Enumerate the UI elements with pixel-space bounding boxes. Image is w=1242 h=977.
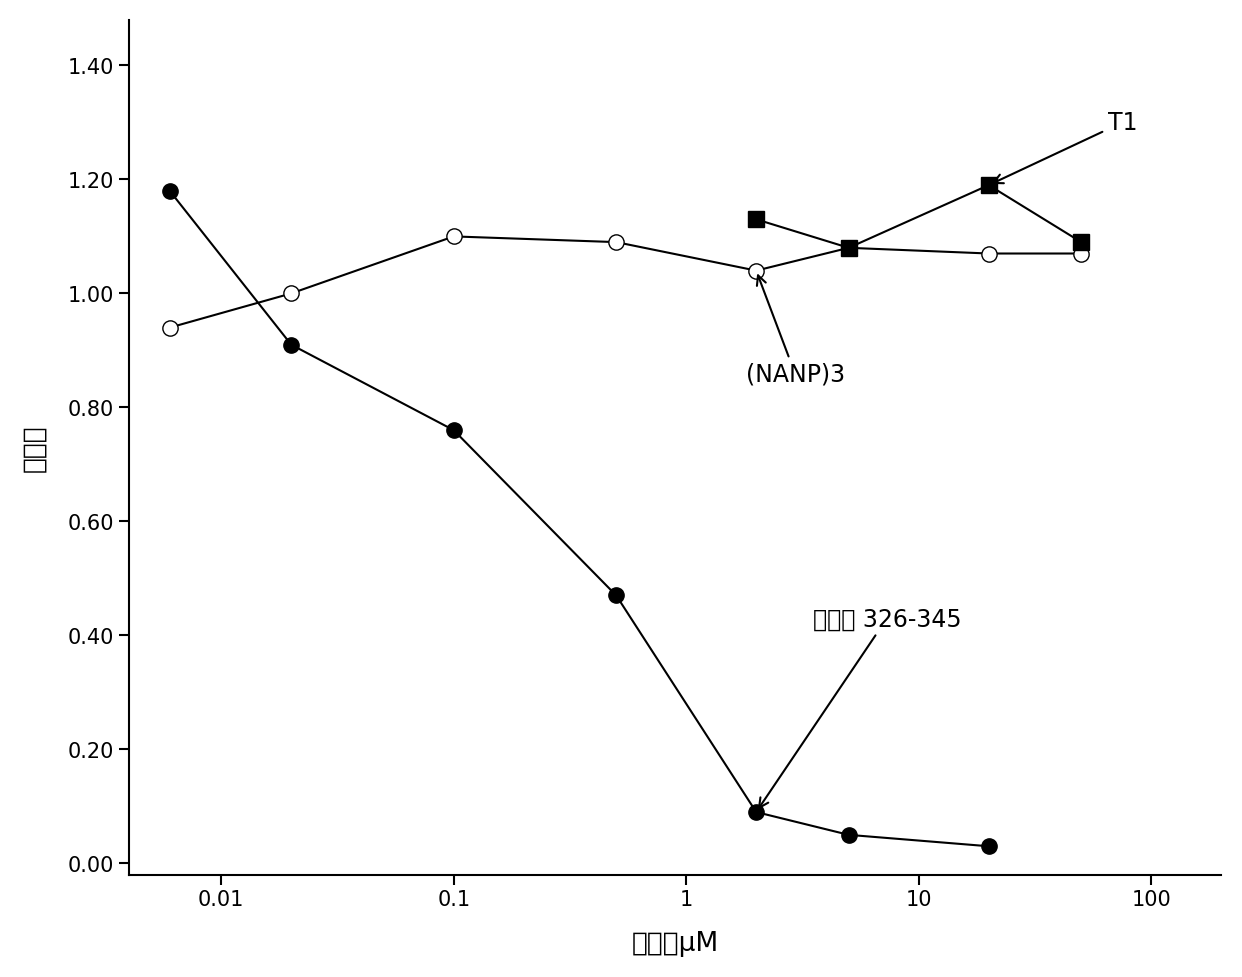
X-axis label: 竞争物μM: 竞争物μM xyxy=(631,930,719,956)
Y-axis label: 光密度: 光密度 xyxy=(21,424,47,472)
Text: T1: T1 xyxy=(994,111,1138,184)
Text: 氨基酸 326-345: 氨基酸 326-345 xyxy=(759,607,961,808)
Text: (NANP)3: (NANP)3 xyxy=(745,276,845,387)
